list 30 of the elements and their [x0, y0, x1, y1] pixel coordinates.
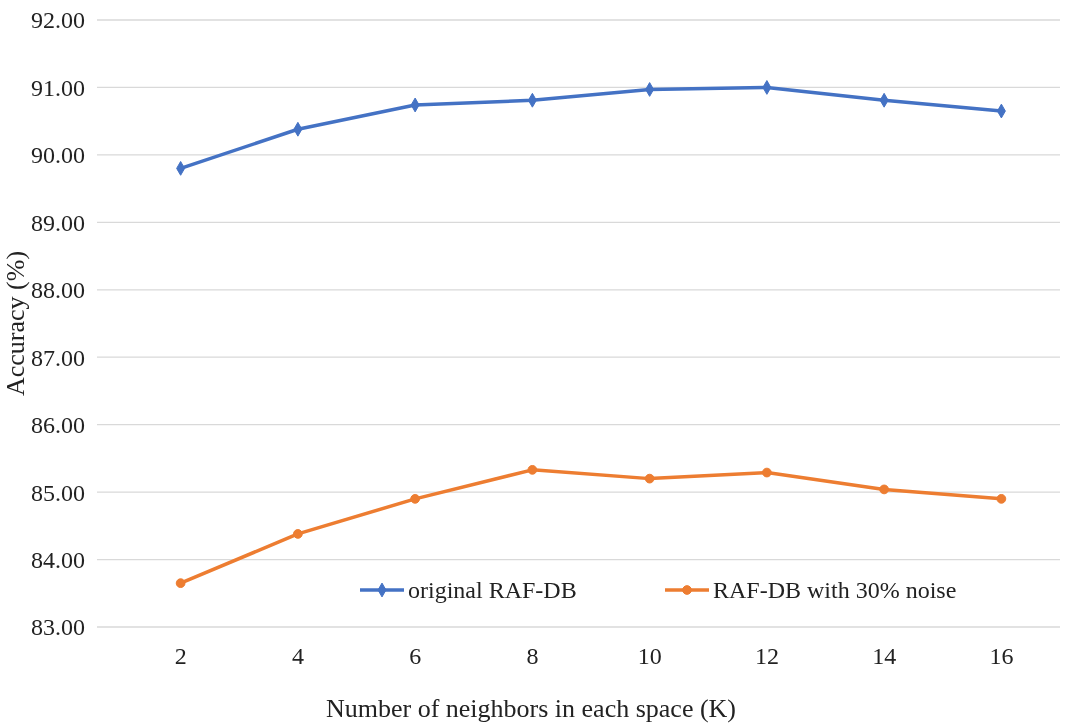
x-tick-label: 10 — [637, 643, 662, 669]
y-tick-label: 85.00 — [31, 479, 85, 506]
y-axis-title: Accuracy (%) — [1, 250, 30, 397]
point — [762, 467, 772, 478]
legend-label: original RAF-DB — [408, 577, 577, 604]
x-tick-label: 16 — [989, 643, 1014, 669]
x-tick-label: 14 — [872, 643, 897, 669]
y-tick-label: 83.00 — [31, 614, 85, 641]
y-tick-label: 90.00 — [31, 142, 85, 169]
point — [996, 493, 1007, 504]
x-axis-title: Number of neighbors in each space (K) — [325, 694, 737, 723]
point — [410, 493, 420, 504]
point — [293, 529, 303, 539]
x-tick-label: 12 — [754, 643, 779, 669]
point — [644, 473, 655, 484]
y-tick-label: 86.00 — [31, 412, 85, 439]
x-tick-label: 4 — [291, 643, 304, 669]
y-tick-label: 91.00 — [31, 74, 85, 101]
point — [527, 464, 538, 475]
legend-label: RAF-DB with 30% noise — [713, 577, 957, 604]
y-tick-label: 89.00 — [31, 209, 85, 236]
x-tick-label: 6 — [409, 643, 422, 669]
y-tick-label: 87.00 — [31, 344, 85, 371]
y-tick-label: 92.00 — [31, 7, 85, 34]
x-tick-label: 8 — [526, 643, 539, 669]
y-tick-label: 88.00 — [31, 277, 85, 304]
x-tick-label: 2 — [174, 643, 187, 669]
y-tick-label: 84.00 — [31, 546, 85, 573]
point — [879, 484, 889, 495]
point — [175, 578, 186, 589]
